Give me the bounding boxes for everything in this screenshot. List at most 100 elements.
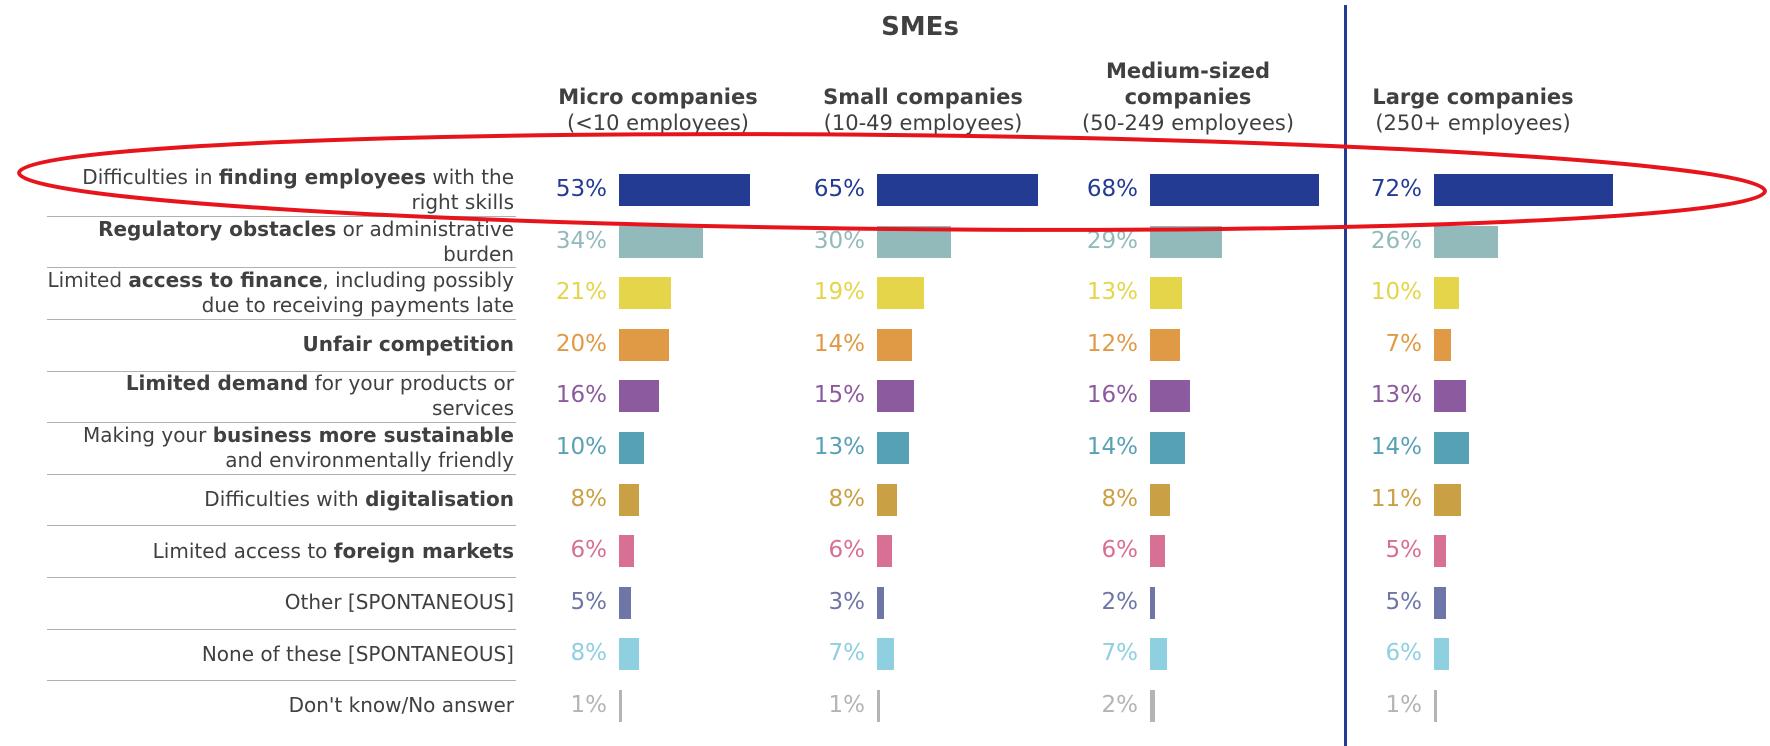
bar <box>619 638 639 671</box>
value-label: 6% <box>570 537 608 564</box>
category-text: Don't know/No answer <box>289 693 514 718</box>
bar <box>1150 277 1183 310</box>
bar <box>1434 535 1447 568</box>
value-label: 16% <box>555 382 607 409</box>
panel-subtitle: (50-249 employees) <box>1081 111 1295 135</box>
bar <box>877 535 892 568</box>
value-label: 8% <box>1101 485 1139 512</box>
category-text: Unfair competition <box>303 332 514 357</box>
value-label: 10% <box>555 434 607 460</box>
bar <box>877 483 897 516</box>
category-text: None of these [SPONTANEOUS] <box>202 642 514 667</box>
text: , including possibly due to receiving pa… <box>201 268 514 318</box>
value-label: 10% <box>1370 279 1422 306</box>
value-label: 30% <box>813 227 865 254</box>
bar <box>1434 328 1452 361</box>
bar <box>1434 690 1437 722</box>
value-label: 53% <box>555 176 607 202</box>
text: Limited access to <box>152 538 334 563</box>
bold-text: Unfair competition <box>302 332 514 357</box>
bold-text: access to finance <box>128 268 323 293</box>
category-label: Making your business more sustainable an… <box>47 422 514 474</box>
value-label: 21% <box>555 279 607 306</box>
highlight-ellipse <box>17 132 1767 232</box>
row-separator <box>47 370 516 372</box>
bar <box>1434 380 1467 413</box>
category-label: Limited access to foreign markets <box>47 525 514 577</box>
value-label: 8% <box>570 485 608 512</box>
bar <box>619 535 634 568</box>
bar <box>1434 225 1499 258</box>
panel-subtitle: (<10 employees) <box>567 111 749 135</box>
bar <box>619 586 632 619</box>
value-label: 5% <box>1385 537 1423 564</box>
bar <box>619 277 672 310</box>
bold-text: digitalisation <box>365 487 514 512</box>
row-separator <box>47 319 516 320</box>
bar <box>1150 432 1185 464</box>
value-label: 14% <box>813 330 865 357</box>
value-label: 72% <box>1370 176 1422 202</box>
panel-header: Micro companies (<10 employees) <box>533 16 783 136</box>
bar <box>1150 483 1170 516</box>
bold-text: Limited demand <box>125 371 309 396</box>
bar <box>1434 432 1469 464</box>
row-separator <box>47 267 516 269</box>
category-text: Limited access to finance, including pos… <box>47 268 514 318</box>
value-label: 68% <box>1086 176 1138 202</box>
bar <box>1434 638 1449 671</box>
value-label: 7% <box>828 640 866 667</box>
divider <box>1344 5 1347 746</box>
category-label: Other [SPONTANEOUS] <box>47 577 514 629</box>
value-label: 8% <box>828 485 866 512</box>
bar <box>619 328 669 361</box>
bold-text: foreign markets <box>333 538 514 563</box>
value-label: 7% <box>1101 640 1139 667</box>
value-label: 12% <box>1086 330 1138 357</box>
panel-header: Small companies (10-49 employees) <box>798 16 1048 136</box>
bar <box>877 380 915 413</box>
value-label: 34% <box>555 227 607 254</box>
panel-header: Large companies (250+ employees) <box>1348 16 1598 136</box>
row-separator <box>47 680 516 682</box>
text: None of these [SPONTANEOUS] <box>201 641 514 666</box>
category-text: Limited access to foreign markets <box>153 539 514 564</box>
value-label: 13% <box>813 434 865 460</box>
bar <box>877 638 895 671</box>
text: Don't know/No answer <box>288 693 514 718</box>
category-label: Difficulties with digitalisation <box>47 474 514 526</box>
value-label: 5% <box>1385 588 1423 615</box>
category-text: Difficulties in finding employees with t… <box>47 165 514 215</box>
value-label: 5% <box>570 588 608 615</box>
category-text: Making your business more sustainable an… <box>47 423 514 473</box>
text: for your products or services <box>308 371 514 421</box>
bar <box>877 328 912 361</box>
value-label: 11% <box>1370 485 1422 512</box>
value-label: 8% <box>570 640 608 667</box>
bar <box>1150 638 1168 671</box>
bar <box>1434 483 1462 516</box>
panel-title: Medium-sized companies <box>1105 59 1271 109</box>
bar <box>1434 277 1459 310</box>
text: Difficulties with <box>204 487 366 512</box>
bold-text: finding employees <box>218 164 427 189</box>
bar <box>1434 586 1447 619</box>
panel-title: Micro companies <box>558 85 758 109</box>
value-label: 6% <box>1385 640 1423 667</box>
text: Limited <box>47 268 129 293</box>
value-label: 6% <box>1101 537 1139 564</box>
bar <box>1150 174 1319 206</box>
bar <box>877 586 885 619</box>
value-label: 7% <box>1385 330 1423 357</box>
value-label: 14% <box>1370 434 1422 460</box>
bar <box>1434 174 1613 206</box>
category-label: None of these [SPONTANEOUS] <box>47 629 514 681</box>
panel-title: Large companies <box>1372 85 1574 109</box>
value-label: 13% <box>1370 382 1422 409</box>
value-label: 14% <box>1086 434 1138 460</box>
category-label: Unfair competition <box>47 319 514 371</box>
row-separator <box>47 473 516 475</box>
value-label: 13% <box>1086 279 1138 306</box>
bar <box>619 483 639 516</box>
